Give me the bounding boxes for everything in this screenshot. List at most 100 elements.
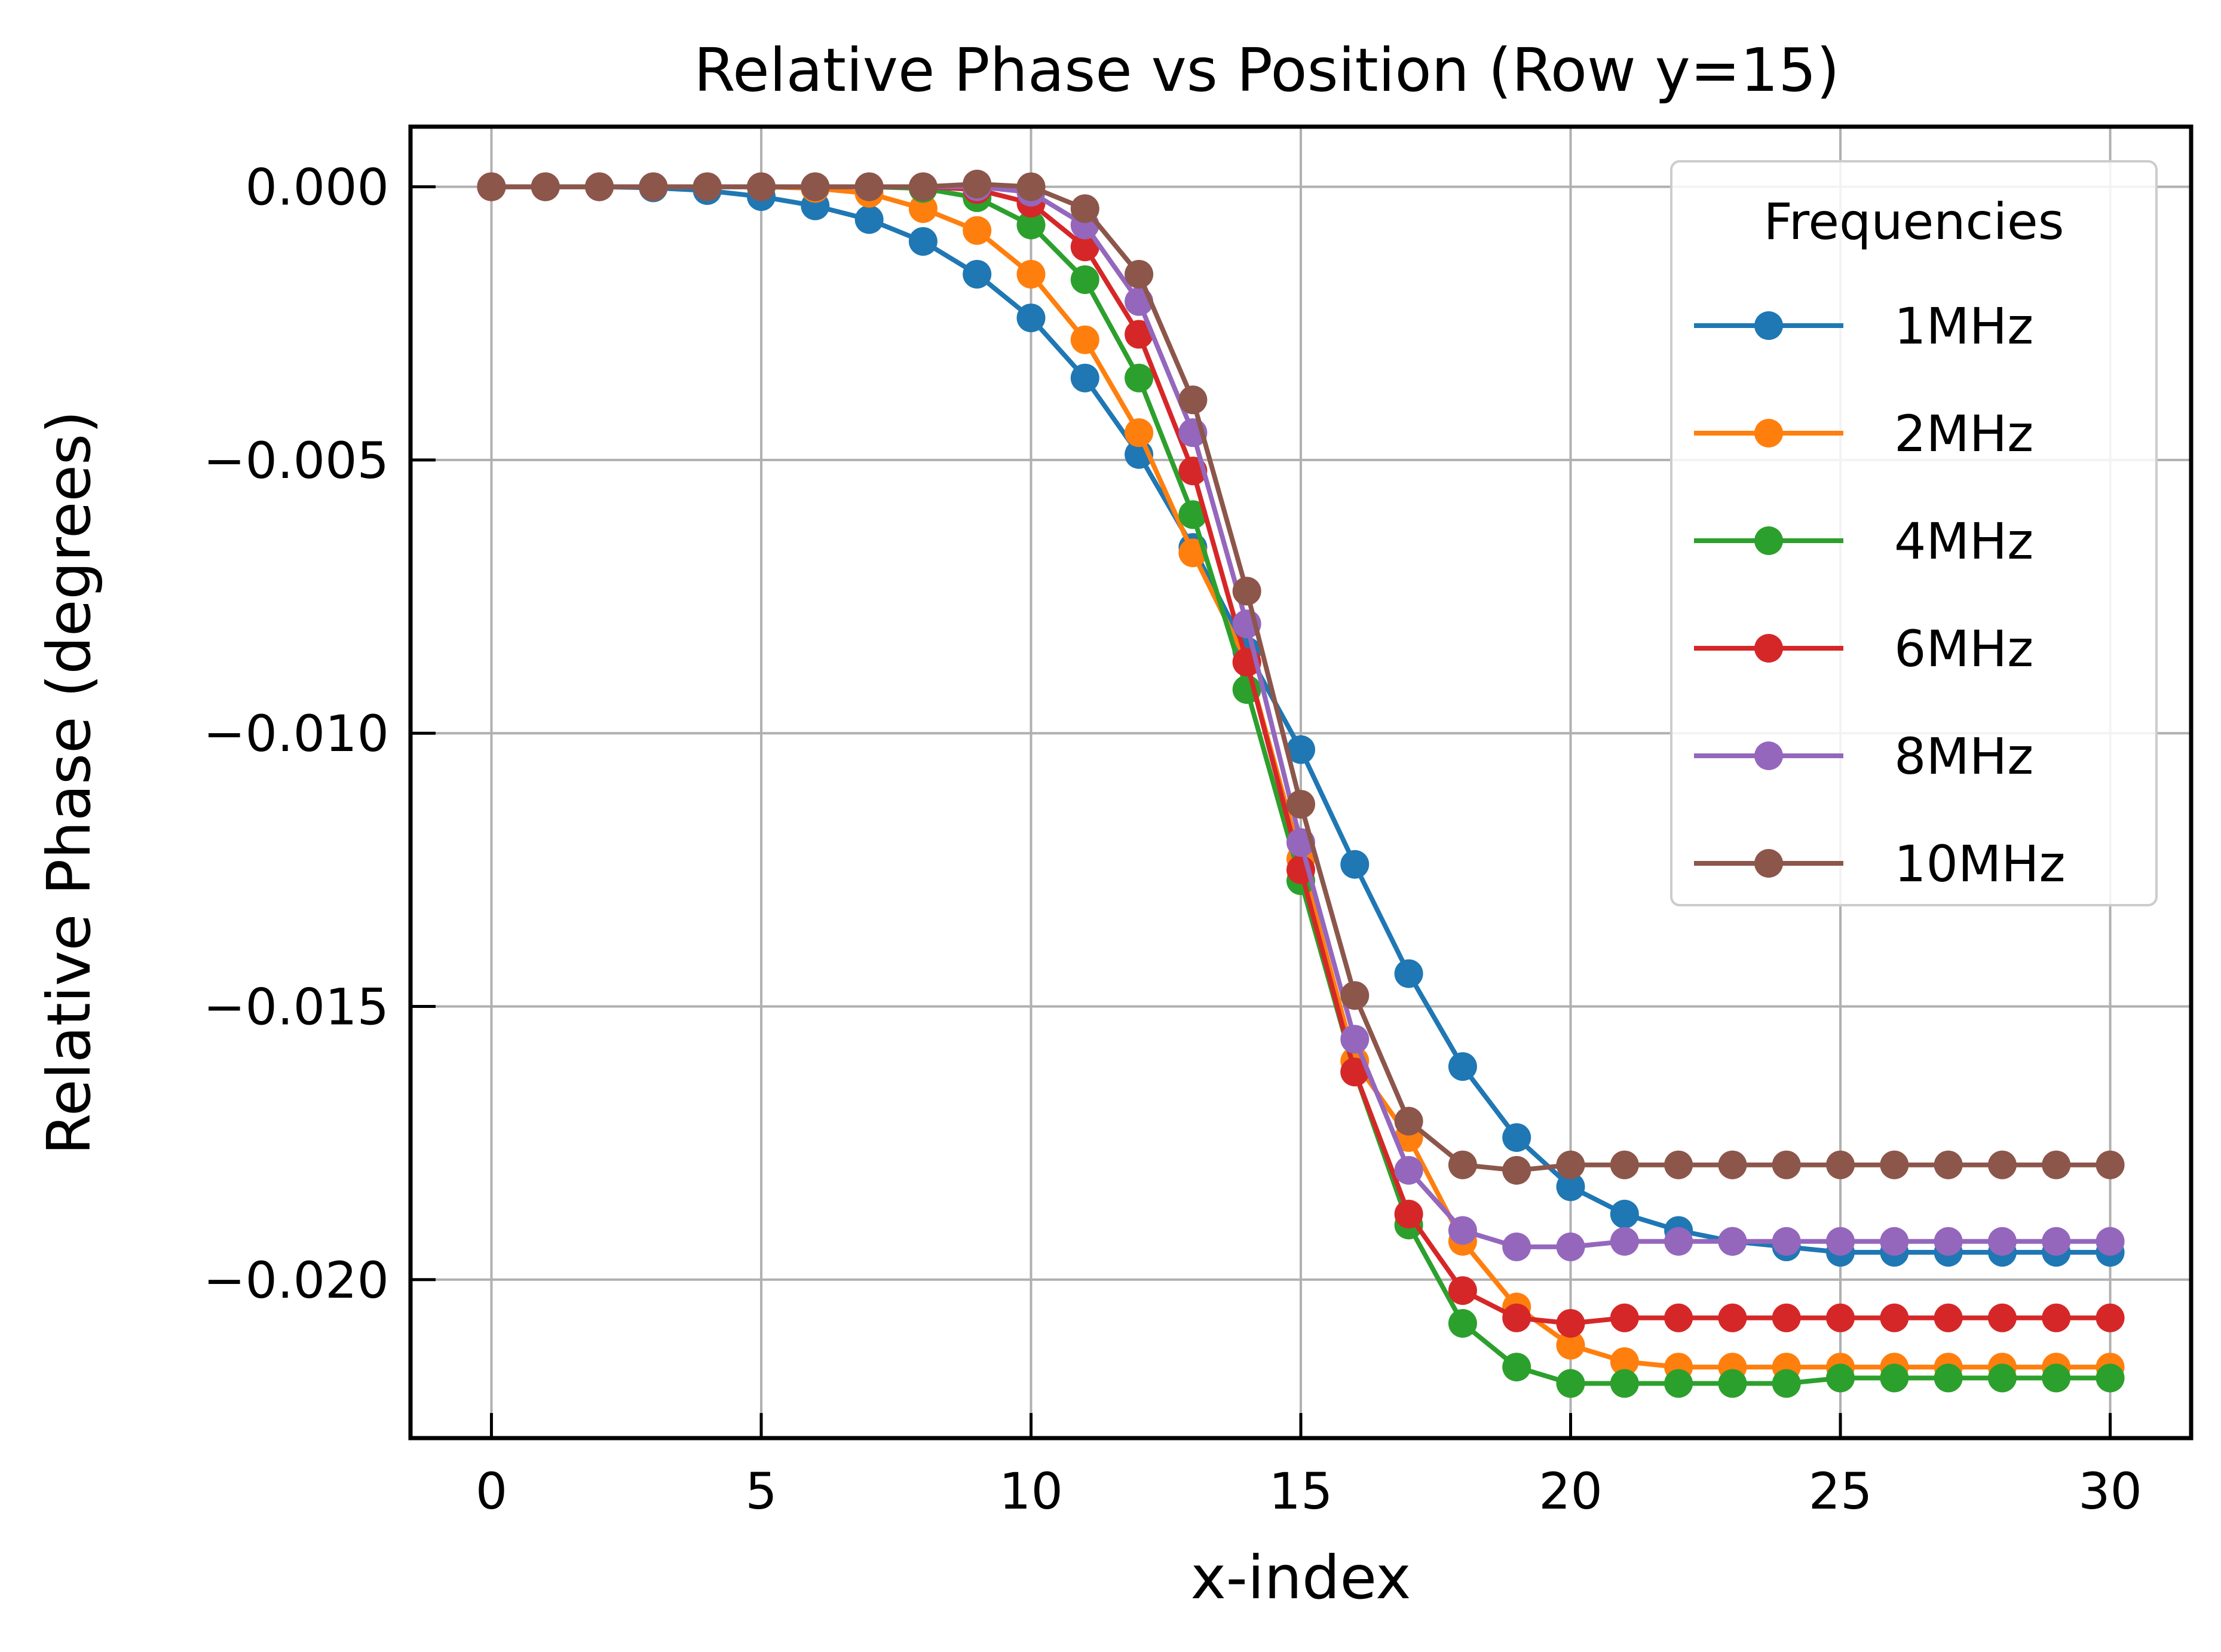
data-point (1556, 1232, 1585, 1261)
data-point (963, 170, 992, 199)
data-point (1610, 1150, 1639, 1179)
legend-entry: 1MHz (1694, 297, 2033, 355)
data-point (1070, 194, 1099, 223)
data-point (1394, 1200, 1423, 1229)
x-tick-label: 15 (1269, 1462, 1333, 1521)
data-point (1070, 325, 1099, 354)
data-point (908, 194, 938, 223)
data-point (1016, 172, 1046, 201)
chart-title: Relative Phase vs Position (Row y=15) (694, 35, 1840, 105)
data-point (1448, 1216, 1477, 1245)
data-point (1448, 1308, 1477, 1338)
data-point (693, 172, 722, 201)
data-point (1772, 1303, 1801, 1332)
data-point (963, 259, 992, 289)
data-point (1718, 1369, 1747, 1398)
data-point (1016, 259, 1046, 289)
data-point (1286, 790, 1315, 819)
data-point (1394, 959, 1423, 988)
data-point (1934, 1303, 1963, 1332)
y-tick-label: 0.000 (246, 158, 389, 217)
data-point (1125, 320, 1154, 349)
legend-marker (1754, 634, 1783, 663)
legend-label: 8MHz (1894, 727, 2033, 786)
y-tick-label: −0.015 (203, 977, 389, 1036)
legend-label: 2MHz (1894, 404, 2033, 463)
data-point (477, 172, 506, 201)
data-point (1987, 1363, 2017, 1393)
data-point (1556, 1150, 1585, 1179)
data-point (2096, 1150, 2125, 1179)
legend-entry: 2MHz (1694, 404, 2033, 463)
data-point (1125, 259, 1154, 289)
tick-layer: 0 5 10 15 20 25 30 0.000 −0.005 −0.010 −0.015 −0.02… (203, 158, 2142, 1521)
data-point (1880, 1303, 1909, 1332)
x-tick-label: 30 (2078, 1462, 2142, 1521)
y-tick-label: −0.020 (203, 1251, 389, 1310)
data-point (2042, 1150, 2071, 1179)
data-point (1826, 1363, 1855, 1393)
legend-marker (1754, 311, 1783, 340)
data-point (1502, 1232, 1531, 1261)
legend-label: 1MHz (1894, 297, 2033, 355)
y-tick-label: −0.010 (203, 704, 389, 763)
data-point (1610, 1303, 1639, 1332)
data-point (1070, 363, 1099, 393)
x-tick-label: 0 (476, 1462, 507, 1521)
data-point (1664, 1150, 1693, 1179)
x-tick-label: 20 (1539, 1462, 1603, 1521)
series-layer (477, 170, 2125, 1398)
data-point (1880, 1363, 1909, 1393)
data-point (1340, 1058, 1370, 1087)
data-point (746, 172, 776, 201)
data-point (1125, 418, 1154, 448)
legend-entry: 8MHz (1694, 727, 2033, 786)
data-point (1016, 210, 1046, 240)
legend: Frequencies 1MHz 2MHz 4MHz 6MHz 8MHz 10MHz (1670, 160, 2158, 906)
data-point (1664, 1369, 1693, 1398)
data-point (531, 172, 560, 201)
data-point (1502, 1303, 1531, 1332)
data-point (1178, 500, 1208, 529)
legend-marker (1754, 849, 1783, 878)
data-point (1125, 363, 1154, 393)
data-point (1394, 1107, 1423, 1136)
data-point (2042, 1303, 2071, 1332)
y-tick-label: −0.005 (203, 431, 389, 490)
data-point (1610, 1369, 1639, 1398)
data-point (1448, 1052, 1477, 1081)
data-point (908, 172, 938, 201)
data-point (1502, 1123, 1531, 1152)
data-point (1772, 1369, 1801, 1398)
legend-marker (1754, 741, 1783, 770)
data-point (1934, 1150, 1963, 1179)
data-point (585, 172, 614, 201)
y-axis-label: Relative Phase (degrees) (34, 410, 104, 1155)
data-point (2096, 1303, 2125, 1332)
data-point (801, 172, 830, 201)
data-point (963, 216, 992, 245)
data-point (1718, 1303, 1747, 1332)
data-point (1987, 1150, 2017, 1179)
data-point (1556, 1172, 1585, 1202)
data-point (1772, 1227, 1801, 1256)
series-10MHz (477, 170, 2125, 1185)
legend-title: Frequencies (1763, 192, 2064, 251)
data-point (854, 205, 884, 234)
data-point (1340, 1025, 1370, 1054)
data-point (2096, 1363, 2125, 1393)
legend-marker (1754, 526, 1783, 555)
data-point (1610, 1200, 1639, 1229)
data-point (1340, 981, 1370, 1010)
data-point (1286, 735, 1315, 764)
data-point (1610, 1347, 1639, 1376)
data-point (639, 172, 668, 201)
data-point (1934, 1227, 1963, 1256)
legend-marker (1754, 419, 1783, 448)
data-point (1987, 1303, 2017, 1332)
data-point (1826, 1227, 1855, 1256)
data-point (1880, 1150, 1909, 1179)
legend-entry: 6MHz (1694, 620, 2033, 678)
legend-entries: 1MHz 2MHz 4MHz 6MHz 8MHz 10MHz (1694, 297, 2066, 893)
x-tick-label: 5 (745, 1462, 777, 1521)
